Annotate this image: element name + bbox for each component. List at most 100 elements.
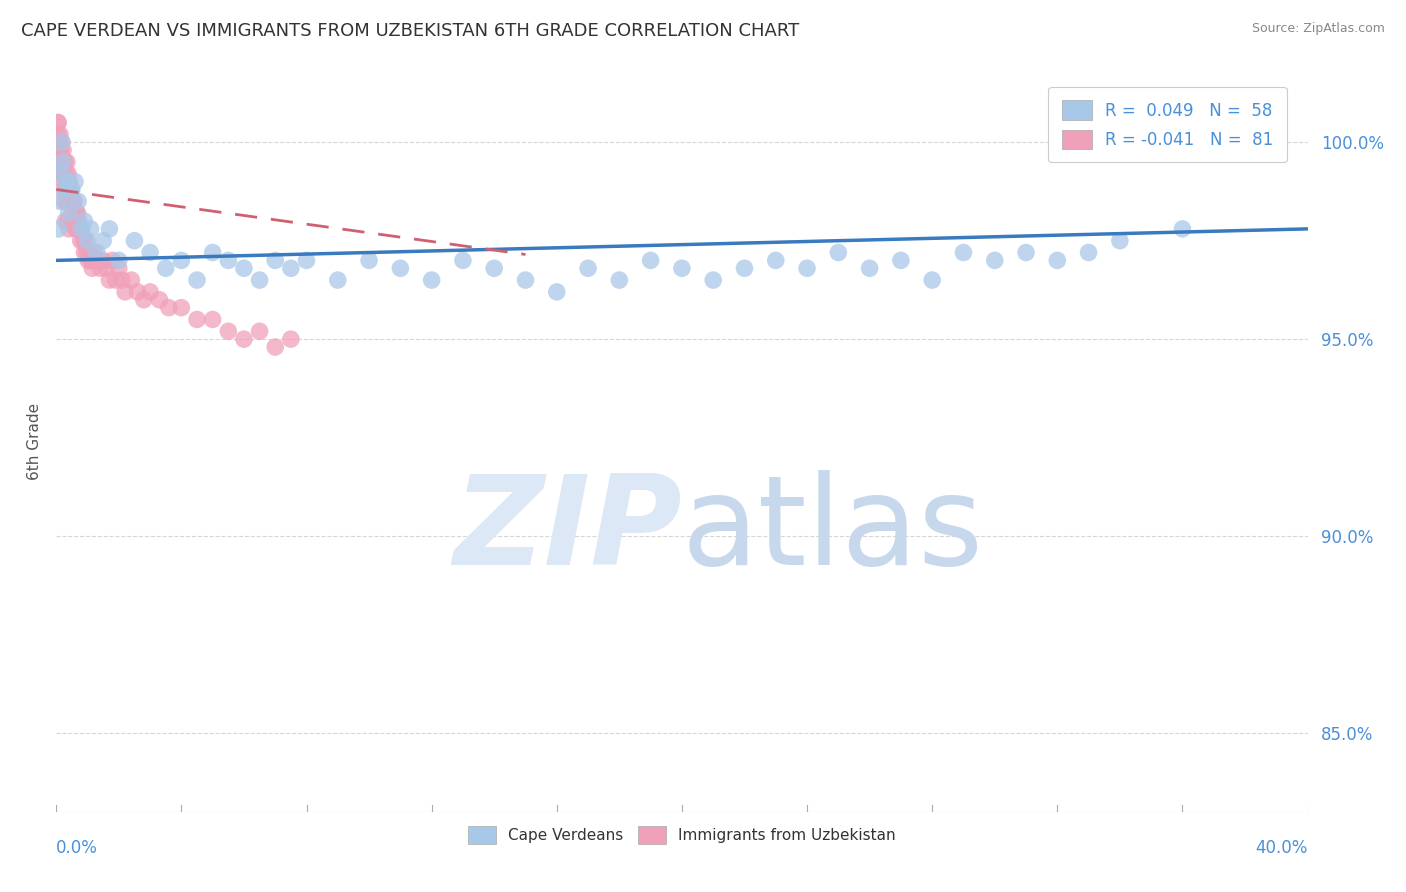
Point (86, 245, 108, 260)
Point (65, 222, 87, 236)
Point (104, 273, 127, 287)
Point (157, 301, 180, 315)
Point (49, 128, 72, 142)
Point (49, 194, 72, 209)
Point (546, 285, 568, 299)
Point (420, 273, 443, 287)
Point (65, 206, 87, 220)
Point (60, 182, 83, 196)
Point (702, 273, 724, 287)
Point (56, 167, 79, 181)
Point (148, 293, 170, 307)
Text: atlas: atlas (682, 470, 984, 591)
Point (67, 194, 90, 209)
Point (66, 222, 89, 236)
Point (66, 206, 89, 220)
Point (671, 261, 693, 276)
Point (79, 253, 101, 268)
Point (46, 115, 69, 129)
Point (89, 261, 111, 276)
Point (52, 143, 75, 157)
Point (139, 245, 162, 260)
Point (1171, 222, 1194, 236)
Point (72, 234, 94, 248)
Point (170, 253, 193, 268)
Point (58, 222, 80, 236)
Point (52, 155, 75, 169)
Point (53, 175, 76, 189)
Point (56, 182, 79, 196)
Point (63, 175, 86, 189)
Point (280, 261, 302, 276)
Text: 0.0%: 0.0% (56, 839, 98, 857)
Point (120, 273, 142, 287)
Point (63, 206, 86, 220)
Point (124, 234, 146, 248)
Point (186, 312, 208, 326)
Point (67, 214, 90, 228)
Point (201, 245, 224, 260)
Point (858, 261, 880, 276)
Point (827, 245, 849, 260)
Point (890, 253, 912, 268)
Point (201, 312, 224, 326)
Point (1109, 234, 1132, 248)
Point (62, 214, 84, 228)
Point (53, 182, 76, 196)
Point (217, 253, 239, 268)
Point (83, 245, 105, 260)
Point (91, 253, 114, 268)
Point (108, 261, 131, 276)
Point (48, 222, 70, 236)
Point (51, 155, 73, 169)
Point (389, 261, 412, 276)
Point (765, 253, 787, 268)
Point (55, 194, 77, 209)
Point (62, 194, 84, 209)
Point (55, 167, 77, 181)
Point (48, 155, 70, 169)
Point (1077, 245, 1099, 260)
Point (58, 206, 80, 220)
Point (46, 115, 69, 129)
Point (56, 214, 79, 228)
Y-axis label: 6th Grade: 6th Grade (27, 403, 42, 480)
Point (451, 253, 474, 268)
Point (79, 222, 101, 236)
Point (69, 234, 91, 248)
Point (56, 175, 79, 189)
Point (51, 135, 73, 149)
Point (53, 214, 76, 228)
Point (56, 155, 79, 169)
Point (77, 253, 100, 268)
Point (326, 273, 349, 287)
Point (76, 245, 98, 260)
Point (515, 273, 537, 287)
Point (233, 261, 256, 276)
Point (62, 206, 84, 220)
Point (952, 245, 974, 260)
Point (46, 128, 69, 142)
Point (264, 253, 287, 268)
Point (73, 214, 96, 228)
Point (86, 253, 108, 268)
Point (49, 143, 72, 157)
Point (609, 273, 631, 287)
Point (186, 273, 208, 287)
Point (59, 182, 82, 196)
Point (295, 253, 318, 268)
Text: 40.0%: 40.0% (1256, 839, 1308, 857)
Point (82, 261, 104, 276)
Point (98, 222, 121, 236)
Point (264, 340, 287, 354)
Point (70, 222, 93, 236)
Point (127, 285, 149, 299)
Point (53, 155, 76, 169)
Point (132, 293, 155, 307)
Point (98, 273, 121, 287)
Point (49, 143, 72, 157)
Point (49, 167, 72, 181)
Point (484, 261, 506, 276)
Text: CAPE VERDEAN VS IMMIGRANTS FROM UZBEKISTAN 6TH GRADE CORRELATION CHART: CAPE VERDEAN VS IMMIGRANTS FROM UZBEKIST… (21, 22, 800, 40)
Point (170, 301, 193, 315)
